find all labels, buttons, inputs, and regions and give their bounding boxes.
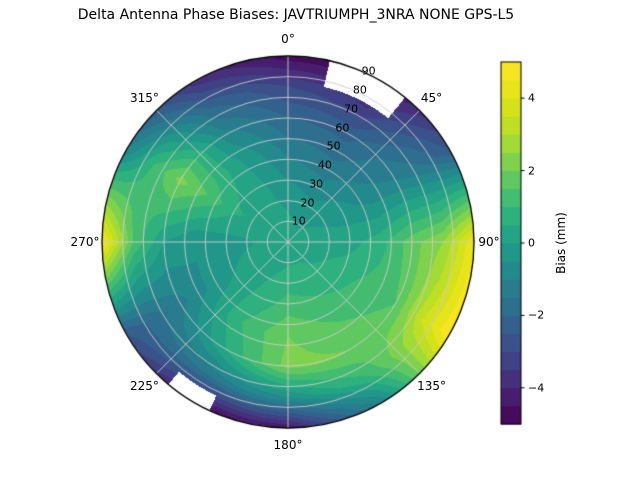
polar-contour-canvas: [0, 0, 640, 480]
figure: Delta Antenna Phase Biases: JAVTRIUMPH_3…: [0, 0, 640, 480]
